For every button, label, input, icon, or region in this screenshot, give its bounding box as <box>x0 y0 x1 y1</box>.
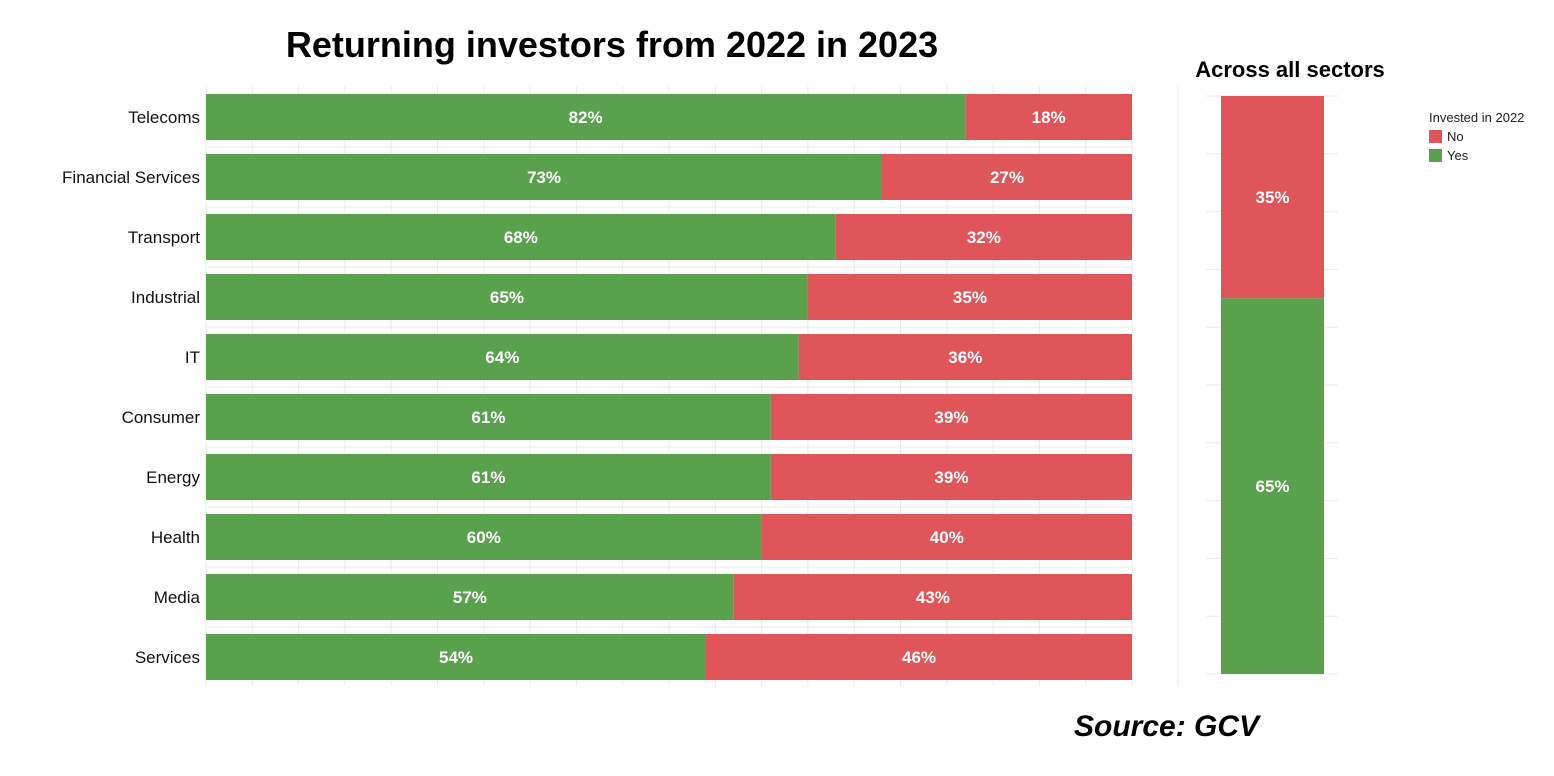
bar-label-no: 35% <box>953 288 987 307</box>
category-label: Energy <box>146 468 200 487</box>
bar-label-no: 36% <box>948 348 982 367</box>
bar-yes <box>206 214 836 260</box>
bar-label-yes: 61% <box>471 408 505 427</box>
bar-label-yes: 64% <box>485 348 519 367</box>
bar-label-no: 39% <box>934 468 968 487</box>
bar-label-yes: 54% <box>439 648 473 667</box>
legend-label-no: No <box>1447 129 1464 144</box>
bar-yes <box>206 514 762 560</box>
bar-label-no: 39% <box>934 408 968 427</box>
bar-label-yes: 68% <box>504 228 538 247</box>
bar-no <box>706 634 1132 680</box>
bar-yes <box>206 394 771 440</box>
legend-item-yes: Yes <box>1429 146 1524 165</box>
bar-label-no: 18% <box>1032 108 1066 127</box>
legend-item-no: No <box>1429 127 1524 146</box>
bar-no <box>881 154 1132 200</box>
bar-yes <box>206 334 799 380</box>
legend: Invested in 2022 No Yes <box>1429 110 1524 165</box>
chart-title: Returning investors from 2022 in 2023 <box>286 24 938 65</box>
bar-label-no: 46% <box>902 648 936 667</box>
overall-bar-yes <box>1221 298 1324 674</box>
sector-chart: Returning investors from 2022 in 2023 Tel… <box>62 24 1133 686</box>
bar-label-no: 32% <box>967 228 1001 247</box>
bar-yes <box>206 574 734 620</box>
bar-no <box>798 334 1132 380</box>
category-label: IT <box>185 348 200 367</box>
bar-yes <box>206 634 707 680</box>
side-chart-title: Across all sectors <box>1195 57 1385 82</box>
bar-label-no: 27% <box>990 168 1024 187</box>
bar-yes <box>206 154 882 200</box>
legend-label-yes: Yes <box>1447 148 1469 163</box>
category-label: Consumer <box>122 408 201 427</box>
source-note: Source: GCV <box>1074 710 1260 743</box>
bar-yes <box>206 454 771 500</box>
bar-label-yes: 57% <box>453 588 487 607</box>
bar-no <box>733 574 1132 620</box>
bar-label-yes: 73% <box>527 168 561 187</box>
category-label: Health <box>151 528 200 547</box>
bar-label-yes: 65% <box>490 288 524 307</box>
category-label: Services <box>135 648 200 667</box>
legend-swatch-yes <box>1429 149 1442 162</box>
bar-no <box>965 94 1132 140</box>
category-label: Industrial <box>131 288 200 307</box>
bar-no <box>835 214 1132 260</box>
bar-label-yes: 60% <box>467 528 501 547</box>
bar-no <box>770 454 1132 500</box>
bar-no <box>761 514 1132 560</box>
overall-chart: Across all sectors 35% 65% <box>1177 57 1385 686</box>
legend-swatch-no <box>1429 130 1442 143</box>
bar-label-yes: 82% <box>569 108 603 127</box>
category-label: Financial Services <box>62 168 200 187</box>
bar-no <box>770 394 1132 440</box>
overall-label-yes: 65% <box>1255 477 1289 496</box>
bar-label-no: 43% <box>916 588 950 607</box>
overall-label-no: 35% <box>1255 188 1289 207</box>
bar-yes <box>206 274 808 320</box>
legend-title: Invested in 2022 <box>1429 110 1525 125</box>
bar-label-yes: 61% <box>471 468 505 487</box>
bar-no <box>807 274 1132 320</box>
overall-bar-no <box>1221 96 1324 299</box>
bar-yes <box>206 94 966 140</box>
category-label: Media <box>154 588 201 607</box>
bar-label-no: 40% <box>930 528 964 547</box>
category-label: Transport <box>128 228 200 247</box>
category-label: Telecoms <box>128 108 200 127</box>
